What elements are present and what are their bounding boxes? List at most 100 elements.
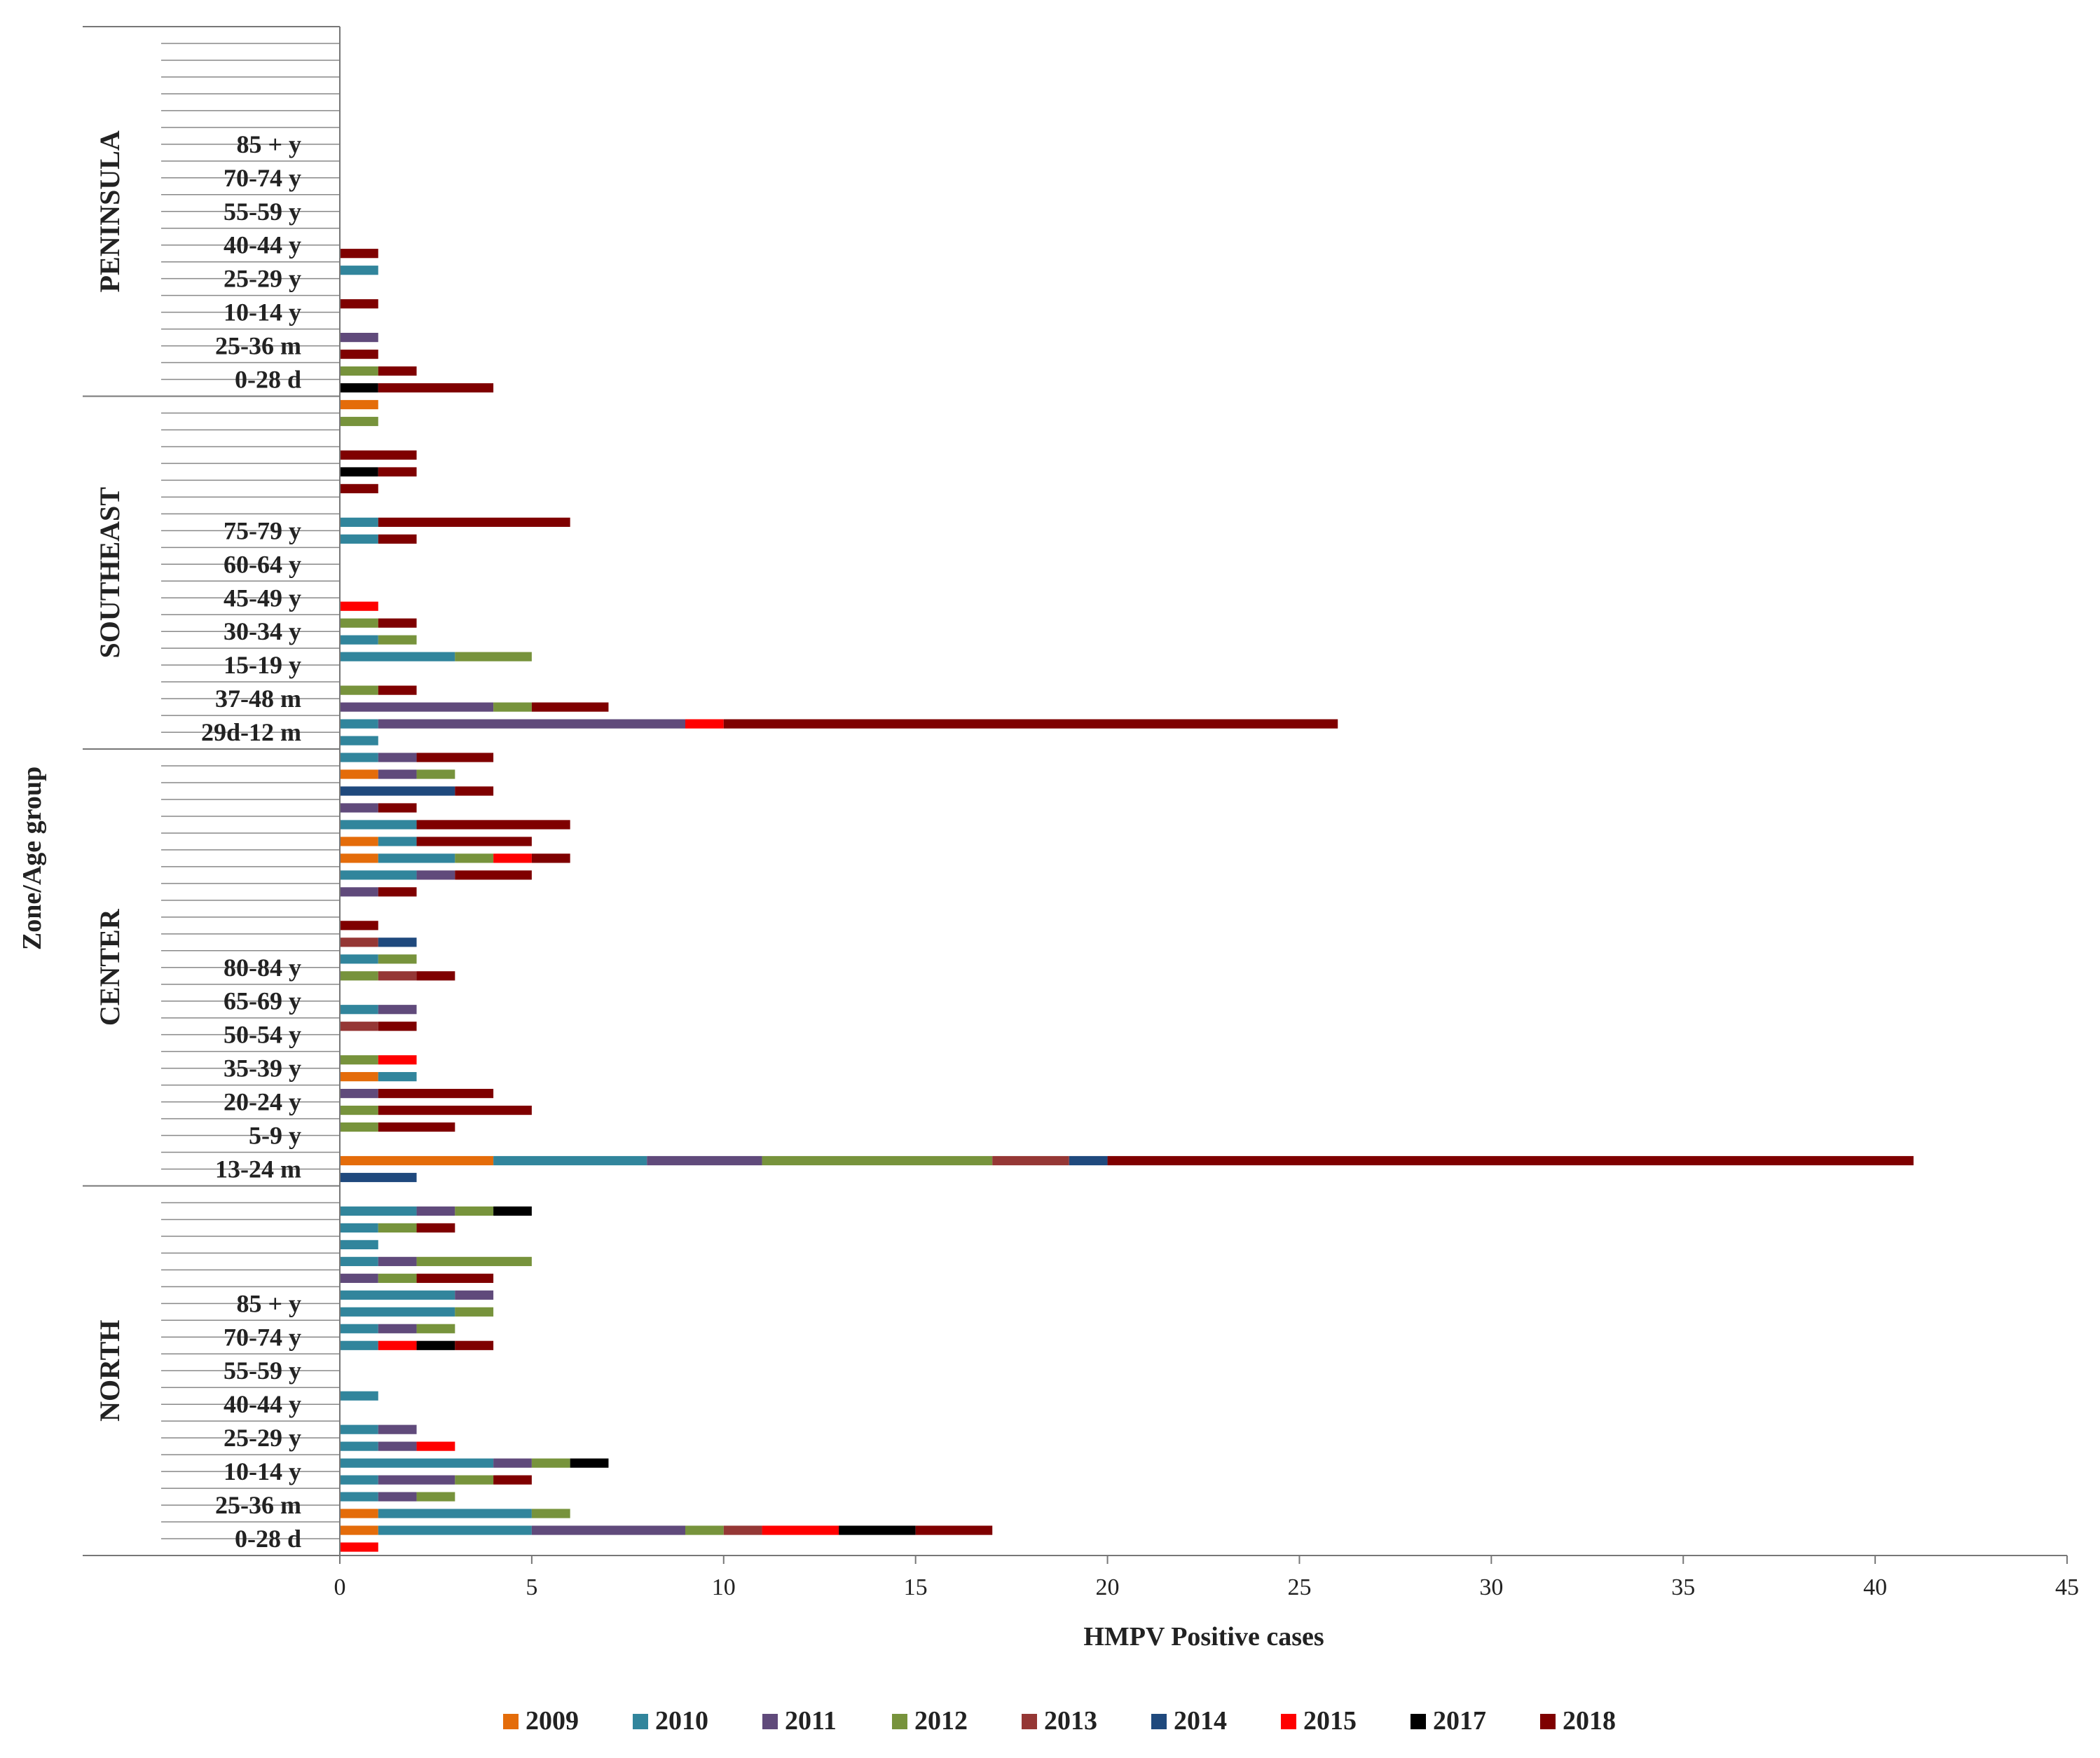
bar-segment-2014 [340,786,455,796]
bar-segment-2012 [416,1324,455,1333]
y-tick-label: 25-29 y [224,265,301,293]
bar-segment-2017 [493,1206,532,1216]
bar-segment-2010 [340,753,378,762]
bar-segment-2012 [340,1055,378,1065]
bar-segment-2010 [340,820,417,830]
bar-segment-2010 [340,1391,378,1401]
bar-segment-2018 [416,971,455,981]
bar-segment-2009 [340,837,378,846]
y-tick-label: 10-14 y [224,1457,301,1485]
bar-segment-2018 [340,249,378,259]
bar-segment-2012 [340,366,378,376]
bar-segment-2014 [378,938,417,947]
bar-segment-2018 [378,685,417,695]
legend-label: 2013 [1044,1706,1097,1736]
bar-segment-2012 [340,685,378,695]
bar-segment-2010 [378,1509,532,1518]
bar-segment-2010 [340,1223,378,1233]
bar-segment-2012 [531,1509,570,1518]
bar-segment-2013 [340,938,378,947]
bar-segment-2012 [378,1223,417,1233]
bar-segment-2010 [340,1005,378,1015]
bar-segment-2012 [378,954,417,964]
bar-segment-2012 [455,1206,494,1216]
y-axis-title: Zone/Age group [18,767,47,950]
bar-segment-2012 [455,1475,494,1485]
bar-segment-2011 [340,1273,378,1283]
bar-segment-2014 [1069,1155,1108,1166]
bar-segment-2018 [455,786,494,796]
legend-swatch-2015 [1281,1714,1296,1729]
bar-segment-2011 [531,1525,685,1535]
bar-segment-2018 [531,853,570,863]
bar-segment-2018 [723,719,1338,729]
bar-segment-2010 [340,736,378,746]
bar-segment-2011 [378,1424,417,1434]
legend-swatch-2009 [503,1714,519,1729]
bar-segment-2013 [723,1525,762,1535]
bar-segment-2012 [340,1105,378,1115]
bar-segment-2015 [416,1441,455,1451]
y-tick-label: 13-24 m [215,1155,301,1183]
x-tick-label: 25 [1287,1574,1311,1600]
bar-segment-2011 [378,1256,417,1266]
bar-segment-2009 [340,769,378,779]
bar-segment-2011 [340,1089,378,1099]
y-tick-label: 35-39 y [224,1055,301,1083]
bar-segment-2018 [378,467,417,477]
y-tick-label: 70-74 y [224,164,301,192]
legend-label: 2010 [655,1706,708,1736]
legend-label: 2015 [1303,1706,1357,1736]
y-tick-label: 0-28 d [235,1525,301,1553]
y-tick-label: 37-48 m [215,685,301,713]
y-tick-label: 80-84 y [224,954,301,982]
y-tick-label: 70-74 y [224,1323,301,1351]
y-tick-label: 25-29 y [224,1424,301,1452]
bar-segment-2009 [340,399,378,410]
bar-segment-2018 [378,1022,417,1031]
bar-segment-2011 [378,1324,417,1333]
bar-segment-2018 [531,702,609,712]
bar-segment-2018 [416,1273,494,1283]
x-tick-label: 5 [526,1574,537,1600]
bar-segment-2018 [378,383,494,393]
bar-segment-2011 [340,803,378,813]
bar-segment-2010 [340,1441,378,1451]
x-tick-label: 35 [1671,1574,1695,1600]
bar-segment-2012 [493,702,532,712]
bar-segment-2010 [340,1424,378,1434]
bar-segment-2012 [416,1256,532,1266]
bar-segment-2010 [378,1525,532,1535]
bar-segment-2012 [531,1458,570,1468]
bar-segment-2018 [378,1105,532,1115]
zone-label: CENTER [94,908,125,1026]
bar-segment-2011 [378,719,685,729]
legend-swatch-2011 [762,1714,778,1729]
bar-segment-2012 [340,1122,378,1132]
x-tick-label: 30 [1479,1574,1503,1600]
bar-segment-2015 [762,1525,839,1535]
bar-segment-2011 [416,870,455,880]
bar-segment-2010 [340,1307,455,1317]
legend-label: 2012 [914,1706,968,1736]
bar-segment-2011 [340,702,494,712]
bar-segment-2018 [378,1089,494,1099]
bar-segment-2009 [340,853,378,863]
bar-segment-2012 [416,1492,455,1502]
y-tick-label: 45-49 y [224,584,301,612]
bar-segment-2017 [340,467,378,477]
bar-segment-2010 [340,1239,378,1250]
legend-swatch-2013 [1022,1714,1037,1729]
bar-segment-2012 [416,769,455,779]
x-axis-title: HMPV Positive cases [1083,1622,1324,1651]
bar-segment-2010 [340,1206,417,1216]
y-tick-label: 25-36 m [215,332,301,360]
bar-segment-2010 [340,652,455,661]
bar-segment-2009 [340,1509,378,1518]
bar-segment-2012 [378,635,417,645]
bar-segment-2009 [340,1525,378,1535]
bar-segment-2018 [416,1223,455,1233]
y-tick-label: 15-19 y [224,651,301,679]
y-tick-label: 55-59 y [224,1357,301,1385]
bar-segment-2010 [340,635,378,645]
